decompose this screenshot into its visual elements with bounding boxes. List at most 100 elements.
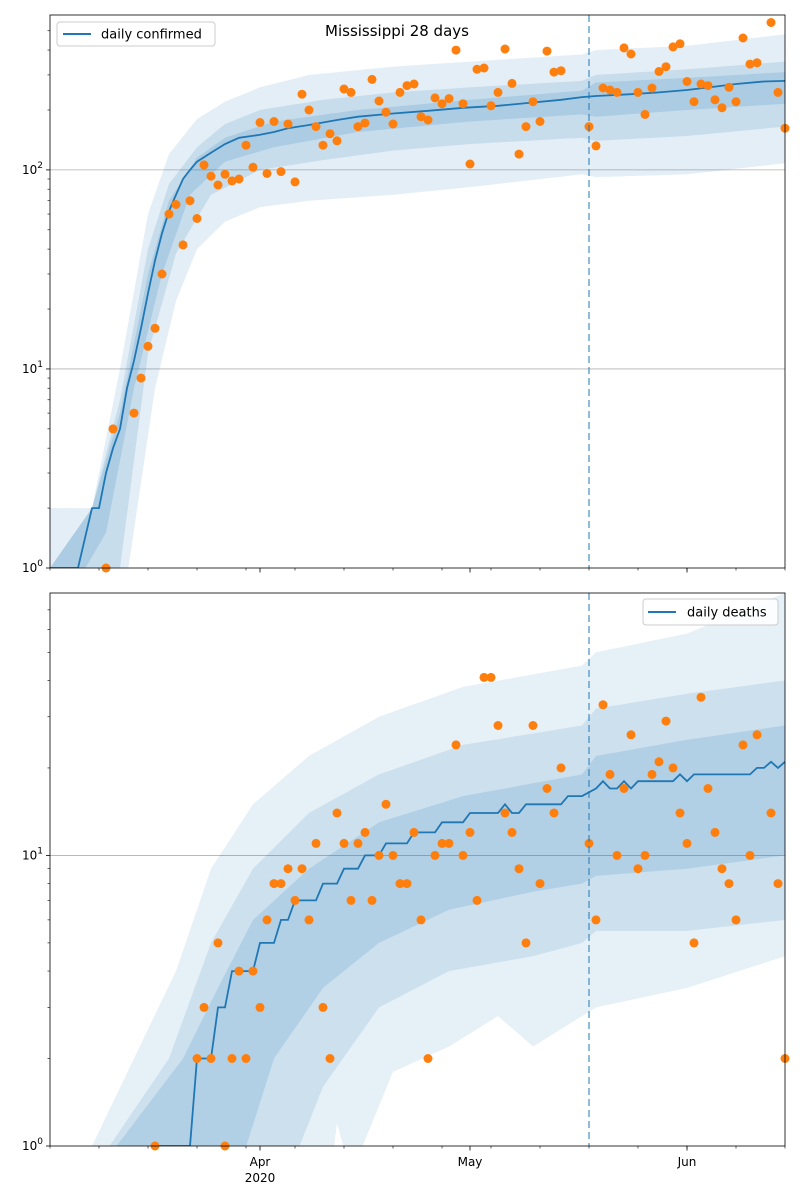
confirmed-data-point <box>528 97 538 107</box>
deaths-data-point <box>241 1054 251 1063</box>
deaths-data-point <box>206 1054 216 1063</box>
deaths-data-point <box>444 838 454 848</box>
deaths-data-point <box>549 808 559 818</box>
deaths-data-point <box>710 827 720 837</box>
confirmed-y-ticks: 100 101 102 <box>22 30 50 575</box>
deaths-data-point <box>402 879 412 889</box>
deaths-band-1 <box>92 593 785 1146</box>
deaths-data-point <box>297 864 307 874</box>
deaths-data-point <box>717 864 727 874</box>
confirmed-series-line <box>50 80 785 568</box>
deaths-y-tick-label: 101 <box>22 846 43 862</box>
confirmed-data-point <box>472 64 482 74</box>
deaths-band-3 <box>116 725 785 1146</box>
confirmed-x-ticks <box>49 568 786 573</box>
confirmed-data-point <box>178 240 188 250</box>
confirmed-data-point <box>521 122 531 132</box>
x-tick-sublabel: 2020 <box>245 1171 276 1185</box>
confirmed-data-point <box>318 140 328 150</box>
deaths-data-point <box>283 864 293 874</box>
confirmed-data-point <box>703 81 713 91</box>
deaths-data-point <box>472 895 482 905</box>
confirmed-data-point <box>192 214 202 223</box>
confirmed-data-point <box>647 83 657 93</box>
confirmed-data-point <box>514 149 524 159</box>
x-tick-label: May <box>458 1155 483 1169</box>
confirmed-data-point <box>129 408 139 418</box>
deaths-data-point <box>605 769 615 779</box>
deaths-data-point <box>738 740 748 750</box>
deaths-data-point <box>367 895 377 905</box>
confirmed-data-point <box>283 119 293 129</box>
deaths-data-point <box>395 879 405 889</box>
confirmed-data-point <box>150 323 160 333</box>
confirmed-data-point <box>535 117 545 126</box>
confirmed-data-point <box>157 269 167 279</box>
confirmed-data-point <box>773 87 783 97</box>
deaths-data-point <box>633 864 643 874</box>
deaths-data-point <box>465 827 475 837</box>
confirmed-data-point <box>591 141 601 151</box>
confirmed-legend-label: daily confirmed <box>101 28 202 43</box>
confirmed-data-point <box>654 67 664 76</box>
confirmed-data-point <box>220 169 230 179</box>
confirmed-data-point <box>423 115 433 125</box>
deaths-data-point <box>619 784 629 793</box>
deaths-observed-points <box>150 672 790 1151</box>
confirmed-data-point <box>556 66 566 76</box>
confirmed-data-point <box>332 136 342 146</box>
confirmed-data-point <box>381 107 391 117</box>
confirmed-y-tick-label: 102 <box>22 161 43 177</box>
confirmed-data-point <box>367 74 377 84</box>
confirmed-data-point <box>752 58 762 68</box>
confirmed-legend[interactable]: daily confirmed <box>56 21 216 47</box>
deaths-data-point <box>668 763 678 773</box>
confirmed-data-point <box>689 97 699 107</box>
confirmed-data-point <box>549 67 559 77</box>
deaths-series-line <box>155 760 785 1146</box>
confirmed-data-point <box>444 94 454 104</box>
deaths-data-point <box>451 740 461 750</box>
deaths-data-point <box>199 1002 209 1012</box>
deaths-data-point <box>598 700 608 710</box>
confirmed-data-point <box>241 140 251 150</box>
confirmed-data-point <box>605 85 615 95</box>
confirmed-y-tick-label: 100 <box>22 559 43 575</box>
confirmed-data-point <box>304 105 314 115</box>
deaths-x-ticks: Apr 2020 May Jun <box>49 1146 786 1185</box>
deaths-data-point <box>416 915 426 925</box>
deaths-legend[interactable]: daily deaths <box>642 598 779 626</box>
confirmed-data-point <box>479 63 489 73</box>
deaths-data-point <box>234 966 244 976</box>
confirmed-data-point <box>269 117 279 126</box>
deaths-data-point <box>269 879 279 889</box>
confirmed-data-point <box>731 97 741 107</box>
confirmed-data-point <box>668 42 678 52</box>
deaths-panel: 100 101 Apr 2020 May Jun daily deaths <box>22 592 790 1185</box>
confirmed-data-point <box>500 44 510 54</box>
deaths-data-point <box>311 838 321 848</box>
confirmed-data-point <box>185 196 195 206</box>
confirmed-legend-box <box>56 21 216 47</box>
confirmed-data-point <box>724 82 734 92</box>
deaths-data-point <box>255 1002 265 1012</box>
deaths-data-point <box>542 784 552 793</box>
confirmed-data-point <box>738 33 748 43</box>
deaths-legend-box <box>642 598 779 626</box>
deaths-data-point <box>724 879 734 889</box>
confirmed-data-point <box>640 109 650 119</box>
confirmed-data-point <box>199 160 209 170</box>
confirmed-data-point <box>717 103 727 113</box>
deaths-data-point <box>612 850 622 860</box>
deaths-data-point <box>458 850 468 860</box>
confirmed-data-point <box>458 99 468 109</box>
confirmed-data-point <box>136 373 146 383</box>
deaths-data-point <box>745 850 755 860</box>
confirmed-model-line <box>50 80 785 568</box>
deaths-data-point <box>752 730 762 740</box>
confirmed-data-point <box>745 59 755 69</box>
deaths-uncertainty-bands <box>92 593 785 1146</box>
confirmed-data-point <box>108 424 118 434</box>
confirmed-data-point <box>353 122 363 132</box>
